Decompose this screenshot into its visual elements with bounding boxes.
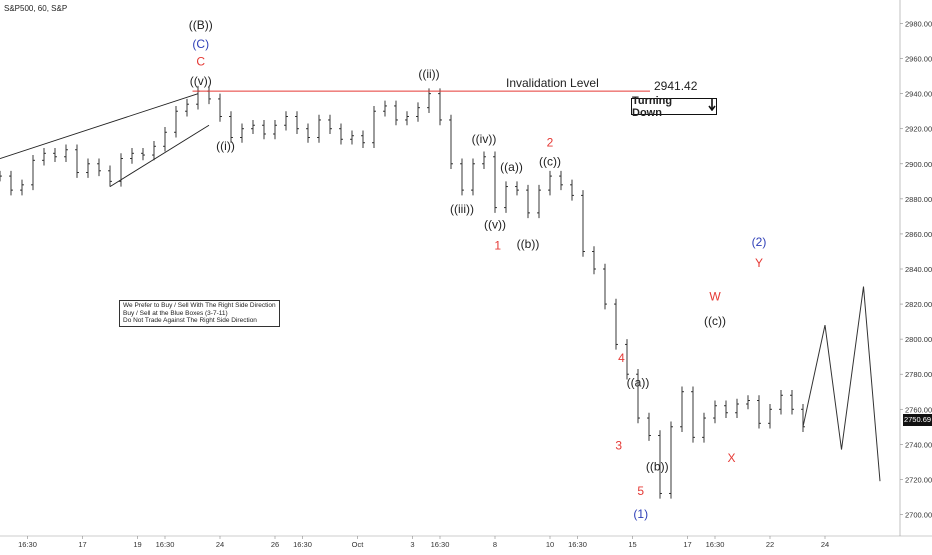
x-tick-label: 22 [766, 540, 774, 549]
x-tick-label: 15 [628, 540, 636, 549]
x-tick-label: 16:30 [293, 540, 312, 549]
wave-label: Y [755, 256, 763, 270]
x-tick-label: 16:30 [431, 540, 450, 549]
wave-label: (C) [192, 37, 209, 51]
x-tick-label: 8 [493, 540, 497, 549]
wave-label: ((B)) [189, 18, 213, 32]
wave-label: ((c)) [539, 155, 561, 169]
y-tick-label: 2980.00 [905, 20, 932, 29]
wave-label: ((b)) [517, 237, 540, 251]
wave-label: ((i)) [216, 139, 235, 153]
y-tick-label: 2760.00 [905, 405, 932, 414]
y-tick-label: 2900.00 [905, 160, 932, 169]
y-tick-label: 2700.00 [905, 510, 932, 519]
x-tick-label: 24 [216, 540, 224, 549]
y-tick-label: 2860.00 [905, 230, 932, 239]
y-tick-label: 2720.00 [905, 475, 932, 484]
wave-label: ((a)) [627, 375, 650, 389]
note-line-2: Buy / Sell at the Blue Boxes (3-7-11) [123, 309, 228, 317]
note-line-1: We Prefer to Buy / Sell With The Right S… [123, 302, 276, 309]
y-tick-label: 2960.00 [905, 55, 932, 64]
wave-label: ((v)) [190, 74, 212, 88]
wave-label: C [196, 55, 205, 69]
wave-label: W [709, 290, 721, 304]
y-tick-label: 2880.00 [905, 195, 932, 204]
x-tick-label: 17 [683, 540, 691, 549]
y-tick-label: 2820.00 [905, 300, 932, 309]
wave-label: ((c)) [704, 314, 726, 328]
wave-label: X [727, 451, 735, 465]
x-tick-label: 10 [546, 540, 554, 549]
trendline [109, 124, 210, 187]
y-tick-label: 2840.00 [905, 265, 932, 274]
wave-label: 1 [494, 239, 501, 253]
x-tick-label: 16:30 [706, 540, 725, 549]
x-tick-label: 16:30 [18, 540, 37, 549]
note-line-3: Do Not Trade Against The Right Side Dire… [123, 317, 257, 324]
y-tick-label: 2920.00 [905, 125, 932, 134]
wave-label: 4 [618, 351, 625, 365]
wave-label: 2 [547, 135, 554, 149]
wave-label: ((ii)) [418, 67, 439, 81]
y-tick-label: 2800.00 [905, 335, 932, 344]
strategy-note-box: We Prefer to Buy / Sell With The Right S… [119, 300, 280, 327]
turning-down-box: Turning Down [631, 95, 717, 119]
x-tick-label: Oct [352, 540, 365, 549]
projection-path [802, 286, 881, 482]
wave-label: 5 [637, 484, 644, 498]
wave-label: ((b)) [646, 460, 669, 474]
invalidation-value: 2941.42 [654, 79, 698, 93]
x-tick-label: 26 [271, 540, 279, 549]
wave-label: ((iii)) [450, 202, 474, 216]
invalidation-label: Invalidation Level [506, 76, 599, 90]
wave-label: ((iv)) [472, 132, 497, 146]
x-tick-label: 16:30 [156, 540, 175, 549]
turning-down-label: Turning Down [632, 94, 673, 119]
wave-label: ((v)) [484, 218, 506, 232]
wave-label: (2) [752, 235, 767, 249]
wave-label: 3 [615, 439, 622, 453]
y-tick-label: 2940.00 [905, 90, 932, 99]
y-tick-label: 2780.00 [905, 370, 932, 379]
chart-title: S&P500, 60, S&P [4, 4, 68, 13]
y-tick-label: 2740.00 [905, 440, 932, 449]
x-tick-label: 16:30 [568, 540, 587, 549]
x-tick-label: 19 [133, 540, 141, 549]
down-arrow-icon [708, 99, 716, 114]
wave-label: ((a)) [500, 160, 523, 174]
x-tick-label: 3 [410, 540, 414, 549]
x-tick-label: 24 [821, 540, 829, 549]
trendline [0, 93, 199, 159]
x-tick-label: 17 [78, 540, 86, 549]
last-price-tag: 2750.69 [903, 414, 932, 426]
wave-label: (1) [633, 507, 648, 521]
